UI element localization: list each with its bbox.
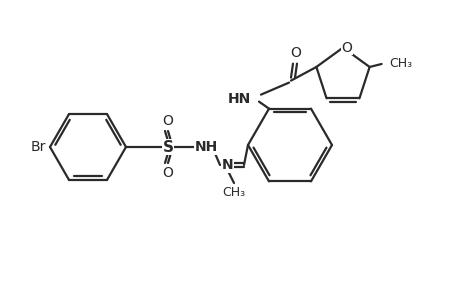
Text: CH₃: CH₃: [389, 58, 412, 70]
Text: O: O: [290, 46, 301, 60]
Text: O: O: [341, 40, 352, 55]
Text: O: O: [162, 114, 173, 128]
Text: NH: NH: [194, 140, 217, 154]
Text: Br: Br: [31, 140, 46, 154]
Text: CH₃: CH₃: [222, 187, 245, 200]
Text: S: S: [162, 140, 173, 154]
Text: N: N: [222, 158, 233, 172]
Text: O: O: [162, 166, 173, 180]
Text: HN: HN: [227, 92, 251, 106]
